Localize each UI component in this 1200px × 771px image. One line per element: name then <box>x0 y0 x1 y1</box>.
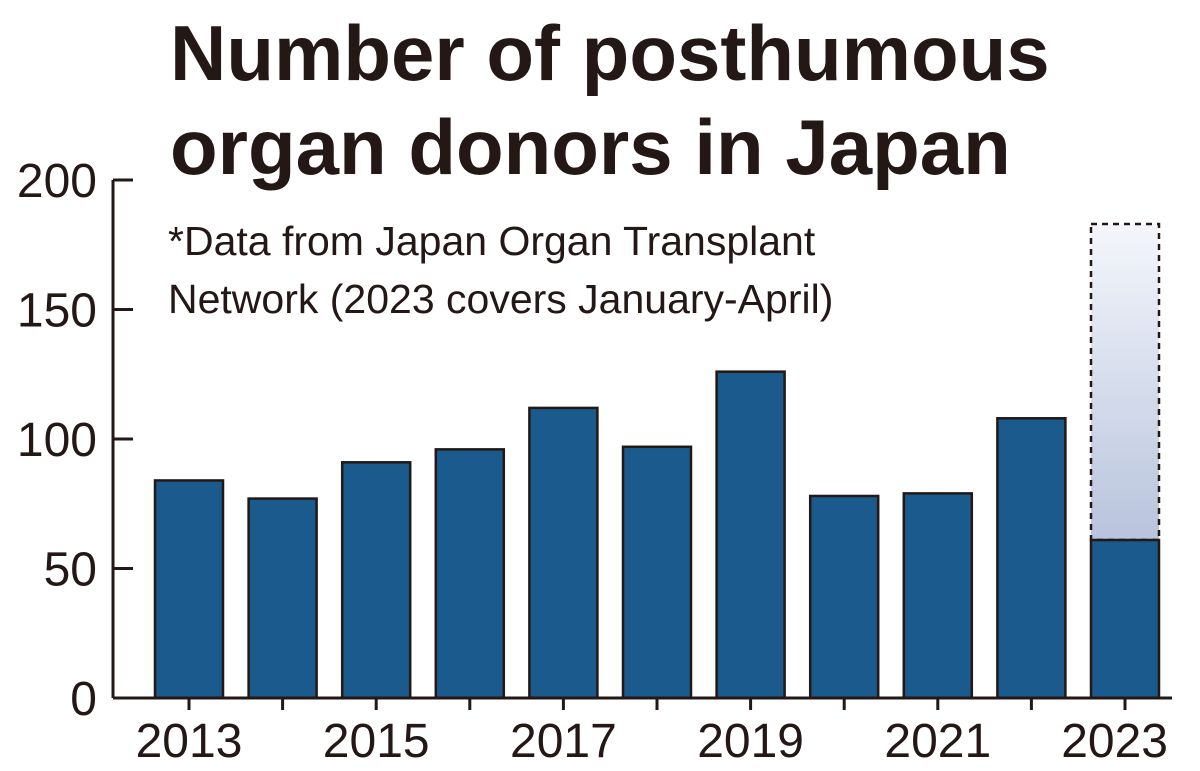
bar-2021 <box>902 492 974 700</box>
bar-2015 <box>340 461 412 700</box>
x-tick-label-2017: 2017 <box>510 715 617 768</box>
projected-bar-2023 <box>1089 222 1161 542</box>
bar-2020 <box>808 494 880 700</box>
projection-group <box>1089 222 1161 542</box>
x-tick-label-2015: 2015 <box>323 715 430 768</box>
y-tick-label-100: 100 <box>17 414 97 467</box>
x-tick-label-2019: 2019 <box>697 715 804 768</box>
bar-2023 <box>1089 538 1161 700</box>
bar-2013 <box>153 479 225 700</box>
bar-2014 <box>247 497 318 700</box>
bar-2022 <box>996 417 1067 700</box>
chart-title-line-1: Number of posthumous <box>170 9 1050 97</box>
source-note: *Data from Japan Organ Transplant Networ… <box>168 218 833 322</box>
bar-2016 <box>434 448 506 700</box>
x-tick-label-2013: 2013 <box>136 715 243 768</box>
y-tick-label-0: 0 <box>70 673 97 726</box>
y-tick-label-150: 150 <box>17 285 97 338</box>
y-tick-label-200: 200 <box>17 155 97 208</box>
bars-group <box>153 370 1161 700</box>
chart-title: Number of posthumous organ donors in Jap… <box>170 9 1050 191</box>
x-tick-label-2021: 2021 <box>884 715 991 768</box>
bar-2017 <box>528 406 599 700</box>
x-tick-label-2023: 2023 <box>1061 715 1168 768</box>
y-tick-label-50: 50 <box>44 544 97 597</box>
y-axis-ticks: 0 50 100 150 200 <box>17 155 133 726</box>
source-note-line-1: *Data from Japan Organ Transplant <box>168 218 816 264</box>
x-axis-ticks: 2013 2015 2017 2019 2021 2023 <box>136 698 1168 768</box>
source-note-line-2: Network (2023 covers January-April) <box>168 276 833 322</box>
bar-2018 <box>621 445 693 700</box>
chart-title-line-2: organ donors in Japan <box>170 103 1011 191</box>
bar-2019 <box>715 370 786 700</box>
